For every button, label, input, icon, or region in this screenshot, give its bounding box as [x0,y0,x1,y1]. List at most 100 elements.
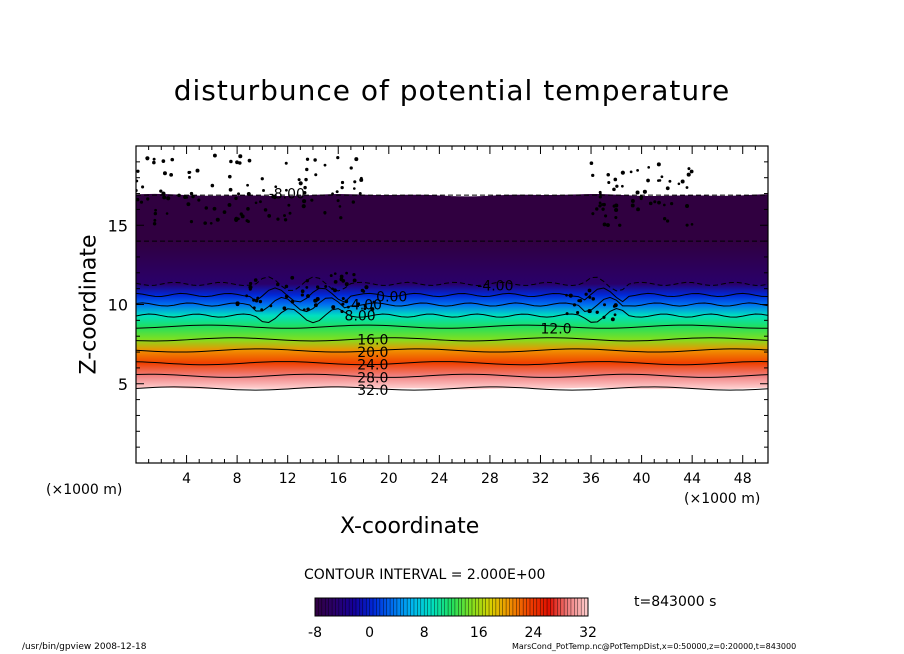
contour-label: -4.00 [477,278,513,294]
noise-dot [613,313,617,317]
noise-dot [329,274,333,278]
noise-dots [136,153,694,322]
noise-dot [591,173,595,178]
noise-dot [354,157,359,162]
noise-dot [260,308,264,312]
noise-dot [152,222,157,226]
contour-line [136,307,768,324]
contour-line [136,361,768,366]
noise-dot [668,179,672,183]
noise-dot [657,179,660,182]
colorbar-tick-label: -8 [308,625,322,641]
noise-dot [621,184,624,188]
noise-dot [635,190,640,195]
noise-dot [372,300,376,304]
noise-dot [274,185,278,189]
noise-dot [670,202,674,206]
noise-dot [331,305,336,310]
noise-dot [185,196,189,199]
noise-dot [370,307,375,312]
noise-dot [339,216,343,220]
noise-dot [349,166,353,170]
noise-dot [188,175,191,179]
x-unit-label-right: (×1000 m) [684,491,761,507]
noise-dot [589,310,592,313]
contour-line [136,324,768,329]
noise-dot [363,304,367,308]
noise-dot [195,168,200,173]
noise-dot [331,287,334,291]
plot-area: -8.00 -4.00 0.004.008.00 12.0 16.020.024.028… [136,153,768,399]
noise-dot [305,285,309,289]
noise-dot [653,200,657,204]
noise-dot [252,306,256,310]
x-axis-label: X-coordinate [340,514,480,539]
x-tick-label: 36 [582,471,600,487]
noise-dot [282,306,287,311]
noise-dot [591,212,595,216]
noise-dot [314,173,318,177]
noise-dot [235,301,240,306]
x-tick-label: 24 [430,471,448,487]
noise-dot [568,293,573,298]
noise-dot [222,210,227,214]
noise-dot [685,223,689,227]
noise-dot [346,305,350,309]
contour-label: 20.0 [357,345,388,361]
colorbar-tick-label: 32 [579,625,597,641]
noise-dot [212,153,217,158]
noise-dot [302,190,307,195]
noise-dot [197,198,201,202]
chart-title: disturbunce of potential temperature [173,74,731,107]
noise-dot [313,158,317,162]
noise-dot [305,157,310,161]
x-tick-label: 4 [182,471,191,487]
noise-dot [161,191,166,196]
noise-dot [344,282,349,287]
noise-dot [246,183,249,187]
noise-dot [177,193,181,198]
noise-dot [630,199,635,203]
noise-dot [228,187,233,192]
noise-dot [229,159,233,164]
noise-dot [162,195,167,200]
noise-dot [186,202,191,207]
noise-dot [305,167,309,172]
noise-dot [340,180,345,185]
contour-label: 12.0 [540,321,571,337]
noise-dot [610,317,615,322]
contour-line [136,337,768,342]
noise-dot [234,217,239,222]
noise-dot [572,303,577,307]
noise-dot [152,157,156,161]
noise-dot [647,166,651,169]
noise-dot [189,220,194,224]
noise-dot [234,196,238,201]
noise-dot [145,156,150,161]
noise-dot [639,195,644,199]
noise-dot [677,182,681,186]
noise-dot [310,198,314,202]
noise-dot [210,183,215,188]
noise-dot [358,191,362,195]
noise-dot [305,279,309,283]
noise-dot [238,161,242,165]
noise-dot [603,303,607,307]
noise-dot [331,192,334,196]
noise-dot [663,217,667,221]
noise-dot [340,309,344,314]
noise-dot [237,192,241,196]
noise-dot [260,177,264,181]
noise-dot [203,221,207,225]
noise-dot [161,159,166,163]
contour-lines [136,194,768,391]
noise-dot [565,312,569,316]
noise-dot [363,307,367,311]
noise-dot [589,161,594,166]
noise-dot [341,279,346,283]
noise-dot [613,303,618,308]
noise-dot [630,203,635,208]
contour-label: 0.00 [376,290,407,306]
noise-dot [595,207,599,211]
